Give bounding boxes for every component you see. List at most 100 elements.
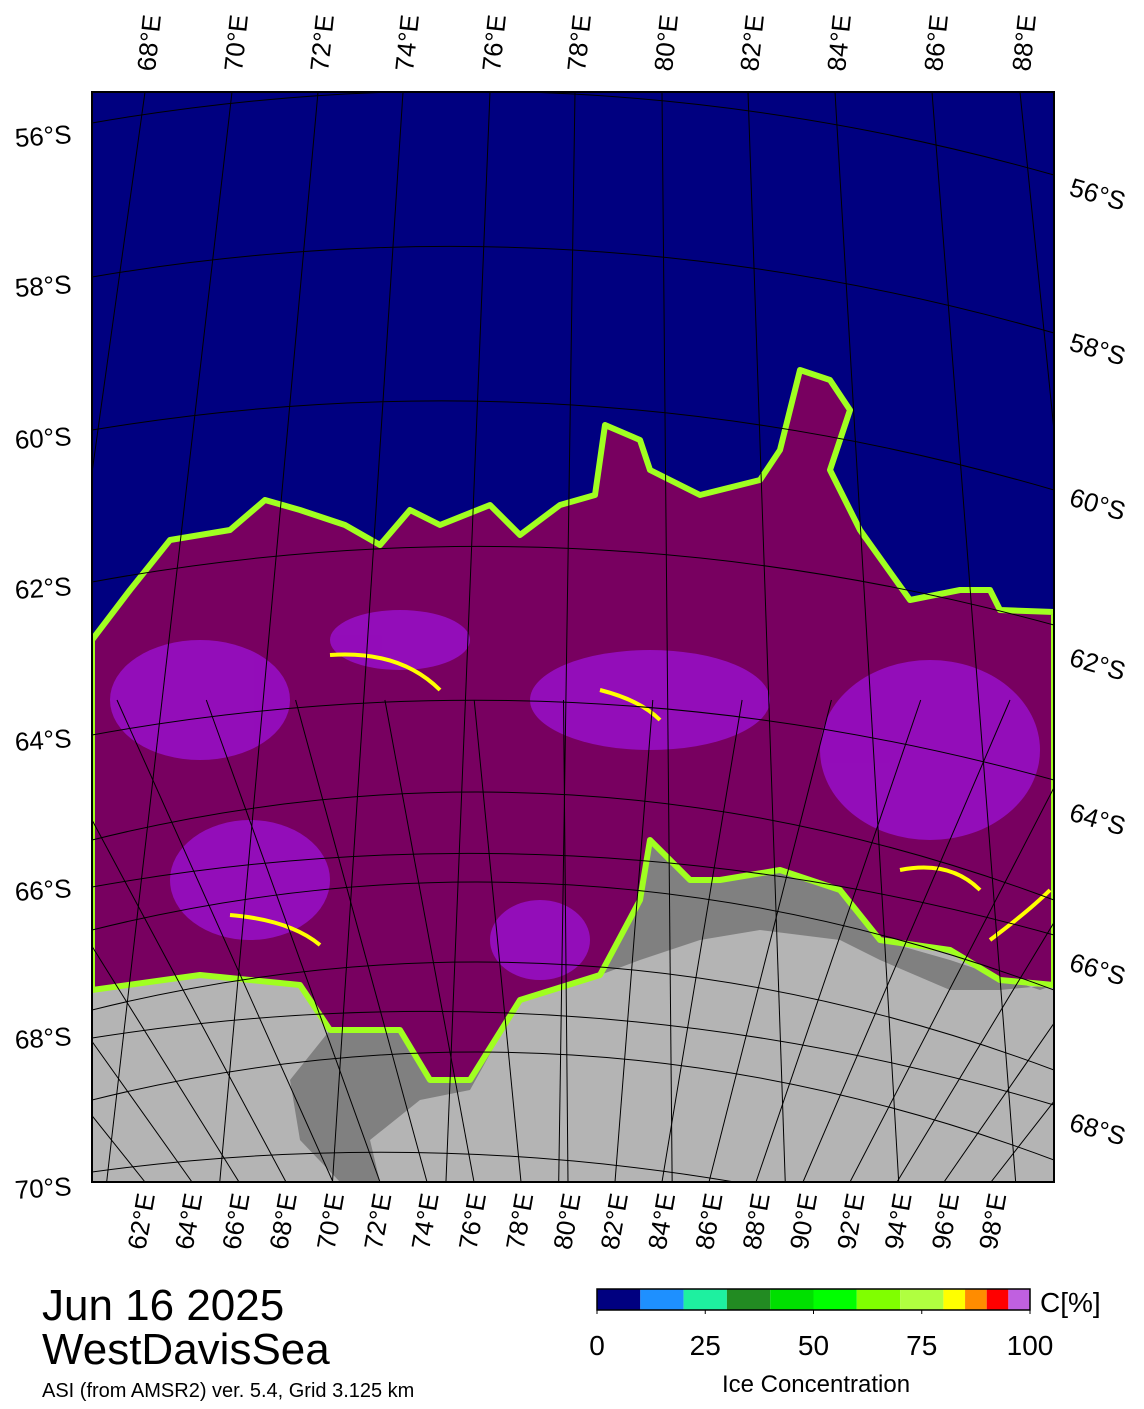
right-label: 58°S (1066, 327, 1129, 371)
meridian (92, 92, 146, 477)
colorbar-segment (683, 1289, 727, 1310)
colorbar-label: Ice Concentration (722, 1371, 910, 1398)
meridian (802, 699, 1011, 1182)
meridian (473, 699, 522, 1182)
bottom-label: 72°E (358, 1191, 397, 1252)
right-label: 60°S (1066, 482, 1129, 526)
map-frame (91, 91, 1055, 1183)
meridian (614, 699, 654, 1182)
colorbar-segment (965, 1289, 987, 1310)
right-label: 64°S (1066, 797, 1129, 841)
left-label: 60°S (14, 421, 73, 455)
colorbar-segment (1008, 1289, 1030, 1310)
ice-patches (110, 610, 1040, 980)
meridian (295, 699, 428, 1182)
bottom-label: 66°E (216, 1191, 255, 1252)
right-label: 66°S (1066, 947, 1129, 991)
parallel (92, 791, 1054, 901)
bottom-label: 76°E (453, 1191, 492, 1252)
meridian (896, 921, 1054, 1182)
colorbar-tick-label: 25 (690, 1330, 721, 1361)
meridian (849, 786, 1054, 1182)
top-label: 78°E (561, 13, 597, 72)
top-label: 76°E (476, 13, 512, 72)
top-label: 68°E (131, 13, 167, 72)
bottom-label: 82°E (595, 1191, 634, 1252)
meridian (445, 92, 491, 1182)
meridian (661, 699, 743, 1182)
parallel (92, 400, 1054, 491)
meridian (205, 699, 381, 1182)
meridian (219, 92, 319, 1182)
date: Jun 16 2025 (42, 1281, 284, 1330)
colorbar-tick-label: 75 (906, 1330, 937, 1361)
colorbar-segment (986, 1289, 1009, 1310)
colorbar-segment (943, 1289, 966, 1310)
bottom-label: 98°E (973, 1191, 1012, 1252)
left-label: 56°S (14, 119, 73, 153)
colorbar-tick-label: 50 (798, 1330, 829, 1361)
parallel (92, 881, 1054, 991)
bottom-label: 92°E (831, 1191, 870, 1252)
parallel (92, 545, 1054, 626)
bottom-label: 70°E (311, 1191, 350, 1252)
meridian (116, 699, 334, 1182)
top-label: 74°E (389, 13, 425, 72)
right-label: 62°S (1066, 642, 1129, 686)
meridian (747, 92, 786, 1182)
meridian (92, 1040, 193, 1182)
parallel (92, 961, 1054, 1071)
colorbar-tick-label: 100 (1007, 1330, 1054, 1361)
top-label: 88°E (1006, 13, 1042, 72)
top-label: 72°E (304, 13, 340, 72)
bottom-label: 84°E (642, 1191, 681, 1252)
top-label: 82°E (734, 13, 770, 72)
graticule (92, 92, 1144, 1182)
right-label: 68°S (1066, 1107, 1129, 1151)
bottom-label: 68°E (263, 1191, 302, 1252)
colorbar-segment (856, 1289, 901, 1310)
meridian (92, 818, 287, 1182)
colorbar-segment (900, 1289, 944, 1310)
meridian (708, 699, 832, 1182)
meridian (92, 945, 240, 1182)
parallel (92, 1151, 738, 1182)
meridian (106, 92, 233, 1182)
parallel (92, 1010, 1054, 1106)
meridian (1019, 92, 1054, 436)
bottom-label: 88°E (736, 1191, 775, 1252)
colorbar-segment (640, 1289, 684, 1310)
meridian (384, 699, 475, 1182)
left-label: 68°S (14, 1021, 73, 1055)
left-label: 64°S (14, 723, 73, 757)
colorbar-unit: C[%] (1040, 1287, 1101, 1318)
ice-shelf (290, 840, 1054, 1182)
meridian (558, 92, 576, 1182)
meridian (931, 92, 1017, 1182)
meridian (332, 92, 404, 1182)
bottom-label: 94°E (878, 1191, 917, 1252)
parallel (92, 92, 1054, 176)
top-label: 84°E (821, 13, 857, 72)
colorbar-tick-label: 0 (589, 1330, 605, 1361)
bottom-label: 62°E (122, 1191, 161, 1252)
parallel (92, 1051, 1054, 1161)
top-label: 80°E (648, 13, 684, 72)
left-label: 70°S (14, 1171, 73, 1205)
left-label: 62°S (14, 571, 73, 605)
meridian (1110, 92, 1144, 1182)
bottom-label: 96°E (926, 1191, 965, 1252)
colorbar-segment (770, 1289, 814, 1310)
meridian (661, 92, 673, 1182)
meridian (943, 1022, 1054, 1182)
top-label: 86°E (918, 13, 954, 72)
bottom-label: 86°E (689, 1191, 728, 1252)
left-label: 58°S (14, 269, 73, 303)
source: ASI (from AMSR2) ver. 5.4, Grid 3.125 km (42, 1380, 414, 1402)
bottom-label: 90°E (784, 1191, 823, 1252)
meridian (755, 699, 922, 1182)
region: WestDavisSea (42, 1325, 330, 1374)
top-label: 70°E (218, 13, 254, 72)
bottom-label: 64°E (169, 1191, 208, 1252)
left-label: 66°S (14, 873, 73, 907)
